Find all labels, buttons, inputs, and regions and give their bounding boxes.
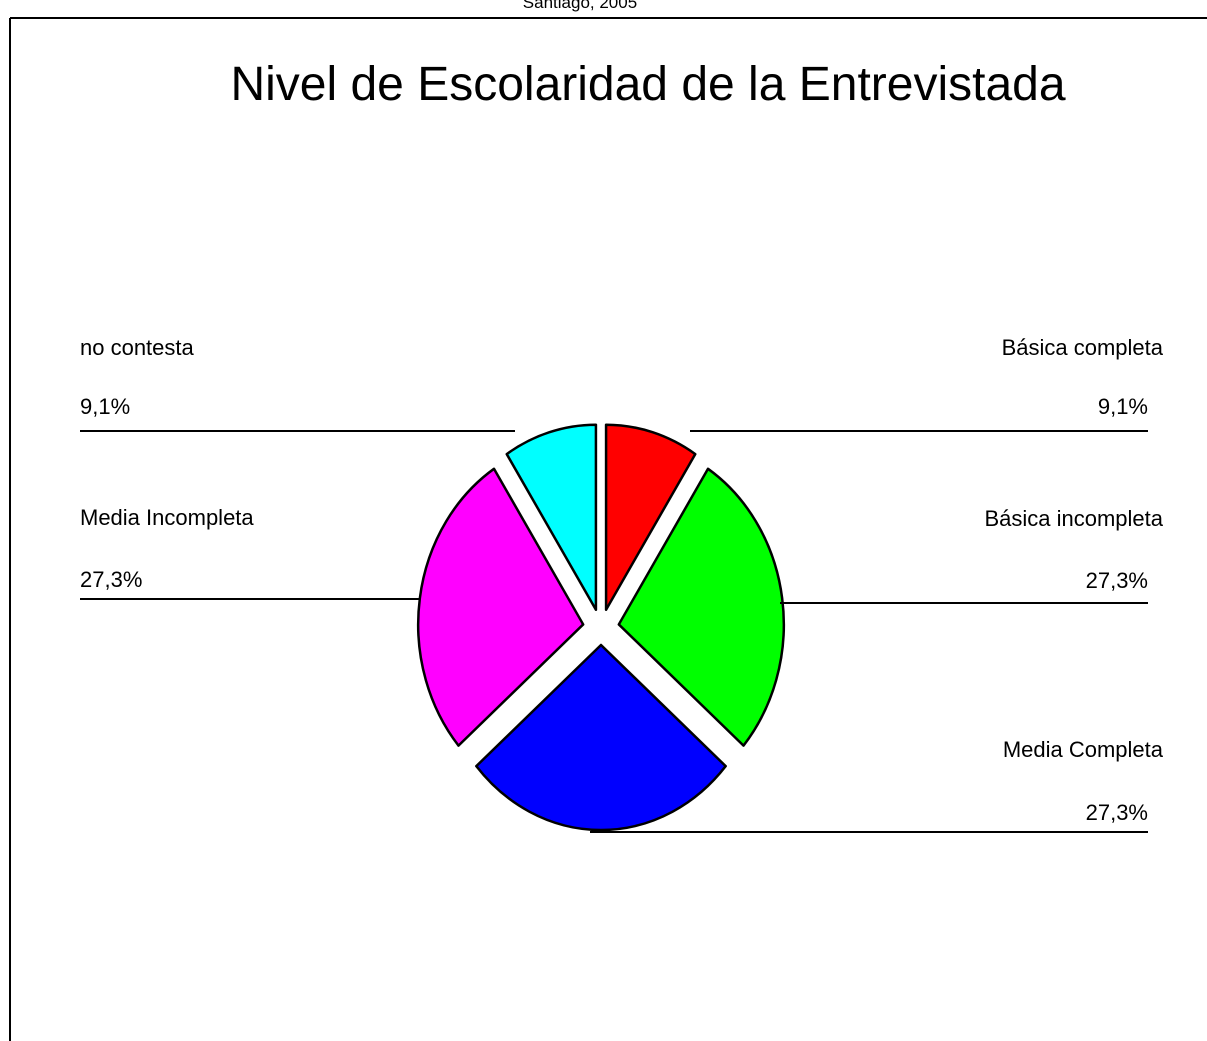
pie-slice	[475, 643, 727, 832]
slice-label: Media Incompleta	[80, 505, 254, 530]
slice-label: Básica incompleta	[984, 506, 1163, 531]
value-label: 27,3%	[80, 567, 142, 592]
slice-label: Media Completa	[1003, 737, 1164, 762]
pie-slice	[505, 423, 598, 611]
value-label: 9,1%	[80, 394, 130, 419]
pie-slice	[604, 423, 697, 611]
value-label: 27,3%	[1086, 568, 1148, 593]
value-label: 27,3%	[1086, 800, 1148, 825]
chart-subtitle: Santiago, 2005	[523, 0, 637, 12]
slice-label: Básica completa	[1002, 335, 1164, 360]
pie-slice	[617, 467, 786, 747]
chart-title: Nivel de Escolaridad de la Entrevistada	[230, 58, 1065, 111]
slice-label: no contesta	[80, 335, 195, 360]
value-label: 9,1%	[1098, 394, 1148, 419]
